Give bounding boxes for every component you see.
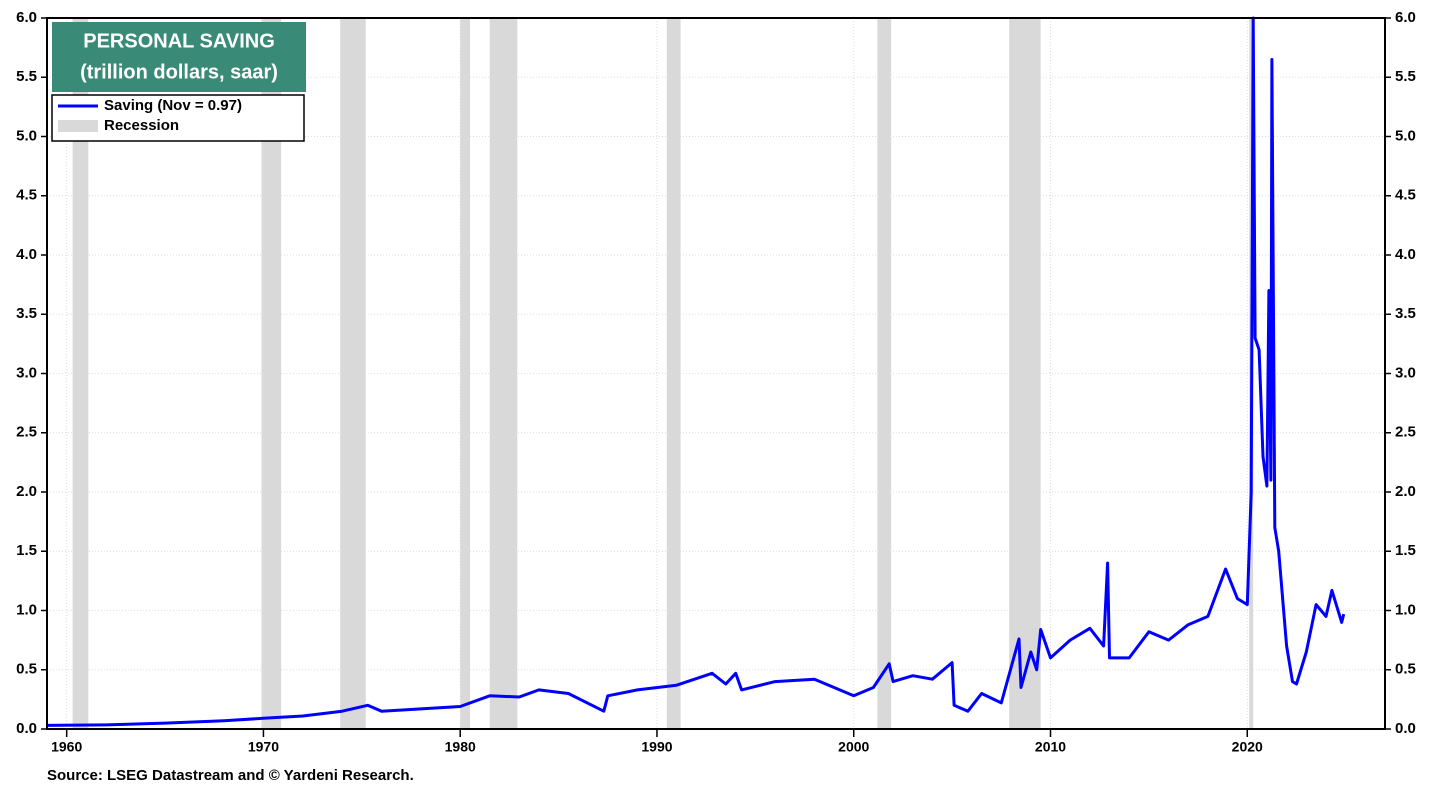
y2-tick-label: 5.5	[1395, 68, 1416, 85]
y-tick-label: 0.0	[16, 720, 37, 737]
x-tick-label: 1970	[248, 739, 279, 755]
y2-tick-label: 1.0	[1395, 601, 1416, 618]
x-tick-label: 1990	[641, 739, 672, 755]
legend-label: Recession	[104, 117, 179, 134]
y-tick-label: 4.0	[16, 246, 37, 263]
y2-tick-label: 2.0	[1395, 483, 1416, 500]
y-tick-label: 2.5	[16, 424, 37, 441]
chart-subtitle: (trillion dollars, saar)	[80, 61, 278, 83]
y2-tick-label: 2.5	[1395, 424, 1416, 441]
y-tick-label: 5.5	[16, 68, 37, 85]
x-tick-label: 2010	[1035, 739, 1066, 755]
y-tick-label: 2.0	[16, 483, 37, 500]
y-tick-label: 1.0	[16, 601, 37, 618]
y2-tick-label: 3.5	[1395, 305, 1416, 322]
x-tick-label: 1980	[445, 739, 476, 755]
y2-tick-label: 4.0	[1395, 246, 1416, 263]
recession-band	[460, 18, 471, 729]
y2-tick-label: 1.5	[1395, 542, 1416, 559]
y2-tick-label: 0.5	[1395, 661, 1416, 678]
y2-tick-label: 5.0	[1395, 127, 1416, 144]
recession-band	[1009, 18, 1041, 729]
y2-tick-label: 4.5	[1395, 187, 1416, 204]
legend-box	[51, 94, 305, 142]
y-tick-label: 6.0	[16, 9, 37, 26]
y2-tick-label: 3.0	[1395, 364, 1416, 381]
y2-tick-label: 0.0	[1395, 720, 1416, 737]
series-line	[46, 16, 1346, 727]
y-tick-label: 0.5	[16, 661, 37, 678]
chart-title: PERSONAL SAVING	[83, 30, 275, 52]
legend-label: Saving (Nov = 0.97)	[104, 97, 242, 114]
x-tick-label: 1960	[51, 739, 82, 755]
y2-tick-label: 6.0	[1395, 9, 1416, 26]
plot-frame	[46, 17, 1386, 730]
y-tick-label: 3.0	[16, 364, 37, 381]
y-tick-label: 1.5	[16, 542, 37, 559]
x-tick-label: 2020	[1232, 739, 1263, 755]
title-box	[52, 22, 306, 92]
y-tick-label: 5.0	[16, 127, 37, 144]
legend-swatch	[58, 120, 98, 132]
x-tick-label: 2000	[838, 739, 869, 755]
y-tick-label: 3.5	[16, 305, 37, 322]
y-tick-label: 4.5	[16, 187, 37, 204]
source-note: Source: LSEG Datastream and © Yardeni Re…	[47, 767, 414, 784]
